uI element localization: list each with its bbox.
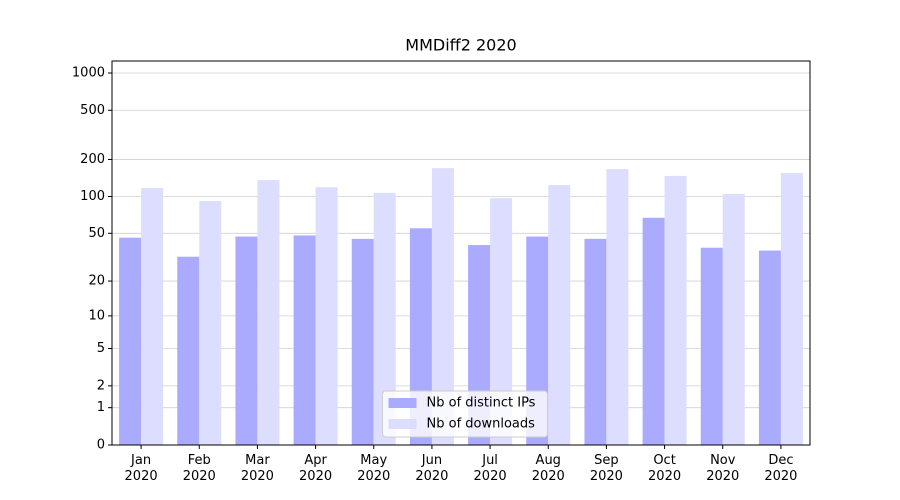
legend: Nb of distinct IPs Nb of downloads <box>382 390 548 438</box>
x-tick-label: Mar 2020 <box>240 453 274 484</box>
y-tick-label: 0 <box>97 438 105 453</box>
x-tick-label: Apr 2020 <box>299 453 333 484</box>
x-tick-label: Sep 2020 <box>589 453 623 484</box>
y-tick-label: 10 <box>88 308 105 323</box>
legend-label: Nb of downloads <box>427 417 536 432</box>
x-tick-label: Dec 2020 <box>764 453 798 484</box>
legend-label: Nb of distinct IPs <box>427 396 536 411</box>
bar <box>548 185 571 445</box>
bar <box>315 187 338 445</box>
bar <box>177 256 200 445</box>
bar <box>606 169 629 446</box>
bar <box>584 238 607 445</box>
x-tick-label: Aug 2020 <box>531 453 565 484</box>
bar <box>431 168 454 445</box>
bar <box>722 193 745 445</box>
bar <box>642 217 665 445</box>
y-tick-label: 200 <box>80 152 105 167</box>
x-tick-label: Jun 2020 <box>415 453 449 484</box>
bar <box>119 237 142 445</box>
chart-title: MMDiff2 2020 <box>405 36 516 55</box>
y-tick-label: 50 <box>88 226 105 241</box>
y-tick-label: 1 <box>97 400 105 415</box>
y-tick-label: 5 <box>97 341 105 356</box>
x-tick-label: May 2020 <box>357 453 391 484</box>
bar <box>373 192 396 445</box>
y-tick-label: 1000 <box>72 66 105 81</box>
y-tick-label: 2 <box>97 378 105 393</box>
x-tick-label: Feb 2020 <box>182 453 216 484</box>
bar <box>257 180 280 445</box>
bar <box>758 250 781 445</box>
bar <box>351 238 374 445</box>
bar <box>199 200 222 445</box>
plot-frame <box>111 60 811 446</box>
legend-box <box>382 390 548 438</box>
bar <box>780 173 803 445</box>
legend-swatch <box>388 398 417 408</box>
y-tick-label: 20 <box>88 274 105 289</box>
y-tick-label: 100 <box>80 189 105 204</box>
bar <box>235 236 258 445</box>
bar <box>700 247 723 445</box>
bar <box>490 198 513 445</box>
bar <box>664 175 687 446</box>
y-tick-label: 500 <box>80 103 105 118</box>
legend-swatch <box>388 419 417 429</box>
bar <box>293 235 316 445</box>
x-tick-label: Oct 2020 <box>648 453 682 484</box>
x-tick-label: Jan 2020 <box>124 453 158 484</box>
x-tick-label: Jul 2020 <box>473 453 507 484</box>
x-tick-label: Nov 2020 <box>706 453 740 484</box>
bar <box>141 188 164 445</box>
